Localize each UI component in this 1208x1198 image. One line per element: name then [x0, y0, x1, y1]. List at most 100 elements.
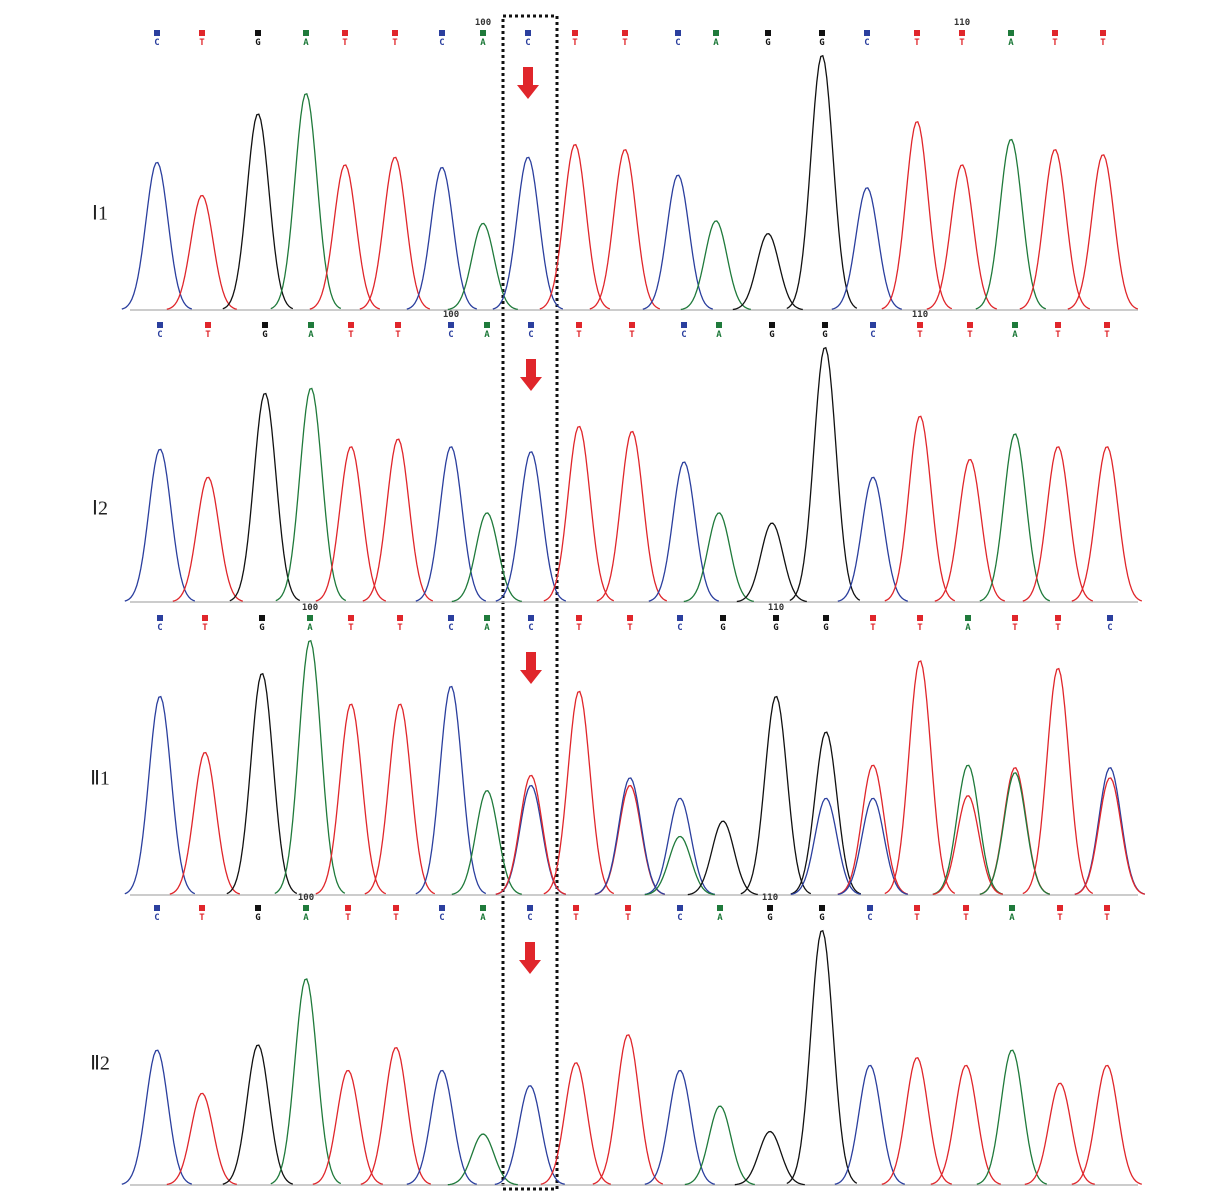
peak — [590, 150, 660, 309]
base-marker — [1104, 905, 1110, 911]
base-call: T — [395, 330, 401, 340]
peak — [1072, 447, 1142, 601]
base-marker — [959, 30, 965, 36]
base-marker — [154, 30, 160, 36]
base-marker — [202, 615, 208, 621]
peak — [173, 477, 243, 601]
base-call: T — [1104, 330, 1110, 340]
base-call: A — [480, 913, 486, 923]
base-marker — [819, 905, 825, 911]
base-call: G — [765, 38, 770, 48]
base-call: A — [480, 38, 486, 48]
peak — [1068, 155, 1138, 309]
peak — [882, 122, 952, 309]
base-call: C — [157, 623, 162, 633]
peak — [593, 1035, 663, 1184]
base-marker — [627, 615, 633, 621]
base-marker — [965, 615, 971, 621]
arrow — [520, 652, 542, 684]
base-marker — [720, 615, 726, 621]
base-call: C — [528, 330, 533, 340]
secondary-peak — [595, 778, 665, 894]
base-marker — [967, 322, 973, 328]
base-call: A — [716, 330, 722, 340]
base-marker — [392, 30, 398, 36]
peak — [310, 165, 380, 309]
base-call: C — [448, 330, 453, 340]
base-call: A — [1009, 913, 1015, 923]
peak — [645, 1071, 715, 1185]
peak — [649, 462, 719, 601]
base-marker — [765, 30, 771, 36]
base-marker — [576, 322, 582, 328]
base-marker — [822, 322, 828, 328]
base-marker — [767, 905, 773, 911]
peak — [595, 786, 665, 895]
base-call: A — [713, 38, 719, 48]
peak — [885, 661, 955, 894]
base-marker — [262, 322, 268, 328]
peak — [790, 348, 860, 601]
base-marker — [199, 30, 205, 36]
peak — [125, 449, 195, 601]
base-marker — [528, 322, 534, 328]
base-call: T — [573, 913, 579, 923]
base-marker — [439, 30, 445, 36]
base-marker — [914, 30, 920, 36]
peak — [688, 821, 758, 894]
base-marker — [963, 905, 969, 911]
base-call: C — [154, 38, 159, 48]
base-call: T — [348, 330, 354, 340]
base-marker — [480, 30, 486, 36]
peak — [838, 477, 908, 601]
position-label: 110 — [762, 893, 778, 903]
base-call: T — [914, 913, 920, 923]
peak — [787, 931, 857, 1184]
base-call: C — [527, 913, 532, 923]
peak — [933, 765, 1003, 894]
base-call: A — [1012, 330, 1018, 340]
base-marker — [917, 615, 923, 621]
base-call: T — [1055, 623, 1061, 633]
base-call: C — [677, 913, 682, 923]
track: Ⅰ2CTGATTC100ACTTCAGGCT110TATT — [92, 310, 1142, 602]
position-label: 110 — [768, 603, 784, 613]
base-marker — [677, 615, 683, 621]
base-call: T — [967, 330, 973, 340]
base-marker — [917, 322, 923, 328]
base-marker — [1008, 30, 1014, 36]
base-marker — [348, 615, 354, 621]
peak — [935, 460, 1005, 601]
base-call: T — [393, 913, 399, 923]
position-label: 100 — [475, 18, 491, 28]
peak — [495, 1086, 565, 1185]
base-call: C — [677, 623, 682, 633]
base-call: C — [448, 623, 453, 633]
peak — [361, 1048, 431, 1185]
base-call: G — [255, 38, 260, 48]
base-call: T — [199, 913, 205, 923]
base-call: T — [205, 330, 211, 340]
base-call: G — [720, 623, 725, 633]
base-marker — [1107, 615, 1113, 621]
peak — [493, 157, 563, 309]
peak — [1072, 1066, 1142, 1185]
base-call: T — [917, 330, 923, 340]
base-marker — [823, 615, 829, 621]
peak — [885, 416, 955, 601]
base-marker — [397, 615, 403, 621]
peak — [125, 697, 195, 894]
base-marker — [681, 322, 687, 328]
base-marker — [157, 322, 163, 328]
peak — [167, 1093, 237, 1184]
base-call: C — [528, 623, 533, 633]
base-call: G — [773, 623, 778, 633]
base-marker — [480, 905, 486, 911]
base-marker — [870, 322, 876, 328]
base-call: C — [864, 38, 869, 48]
base-call: A — [717, 913, 723, 923]
base-call: G — [255, 913, 260, 923]
base-call: C — [867, 913, 872, 923]
peak — [737, 523, 807, 601]
position-label: 100 — [443, 310, 459, 320]
